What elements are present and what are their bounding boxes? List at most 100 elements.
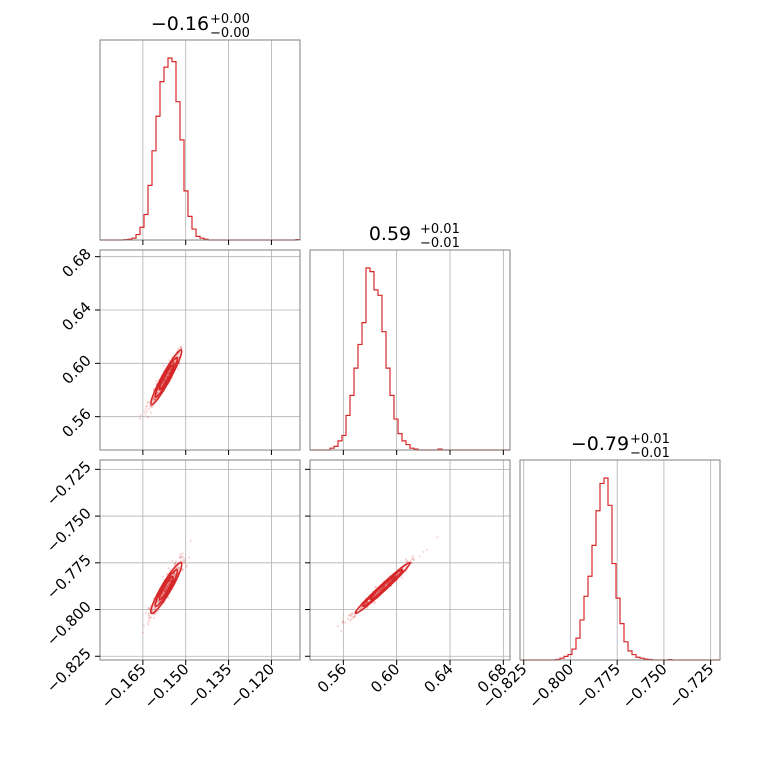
x-tick-label: −0.150 (141, 660, 193, 712)
sample-point (147, 612, 151, 615)
title-minus-2: −0.01 (630, 446, 670, 461)
sample-point (383, 585, 386, 588)
sample-point (349, 613, 352, 616)
sample-point (173, 360, 176, 363)
contour-0 (369, 575, 396, 601)
sample-point (146, 405, 149, 408)
sample-point (387, 581, 391, 584)
sample-point (182, 568, 185, 571)
y-tick-label: −0.825 (43, 644, 95, 696)
sample-point (165, 375, 168, 378)
sample-point (148, 613, 151, 616)
sample-point (347, 614, 350, 617)
sample-point (379, 588, 382, 592)
sample-point (164, 378, 167, 381)
sample-point (376, 591, 379, 595)
sample-point (143, 410, 146, 414)
sample-point (163, 589, 166, 592)
sample-point (153, 616, 156, 620)
sample-point (169, 580, 172, 583)
sample-point (164, 588, 167, 591)
y-tick-label: 0.68 (58, 245, 94, 281)
sample-point (146, 621, 150, 624)
sample-point (155, 380, 158, 383)
sample-point (139, 414, 142, 417)
sample-point (154, 607, 157, 611)
sample-point (180, 347, 183, 350)
contour-1 (154, 356, 179, 399)
sample-point (166, 586, 169, 589)
sample-point (166, 585, 169, 588)
sample-point (155, 382, 158, 386)
sample-point (152, 400, 155, 403)
sample-point (359, 606, 362, 610)
sample-point (183, 557, 186, 560)
panel-1-1 (342, 250, 504, 450)
sample-point (180, 556, 184, 559)
x-tick-label: −0.800 (525, 660, 577, 712)
sample-point (167, 566, 170, 570)
sample-point (161, 382, 164, 385)
sample-point (147, 623, 150, 626)
sample-point (144, 611, 148, 614)
sample-point (165, 376, 168, 379)
title-1: 0.59 (369, 223, 411, 245)
sample-point (185, 564, 188, 567)
sample-point (183, 561, 186, 565)
sample-point (382, 585, 385, 588)
sample-point (168, 371, 171, 374)
y-tick-label: 0.56 (58, 405, 94, 441)
x-tick-label: 0.56 (314, 660, 350, 696)
sample-point (138, 417, 141, 420)
sample-point (352, 617, 355, 620)
sample-point (177, 368, 180, 371)
sample-point (144, 404, 148, 408)
sample-point (167, 372, 170, 375)
sample-point (162, 364, 166, 368)
sample-point (152, 387, 155, 390)
sample-point (149, 411, 153, 414)
sample-point (174, 572, 177, 575)
sample-point (380, 588, 383, 591)
sample-point (163, 590, 166, 593)
panel-0-0 (142, 40, 272, 240)
sample-point (181, 568, 184, 572)
sample-point (147, 606, 150, 610)
sample-point (166, 585, 169, 588)
sample-point (172, 362, 175, 365)
sample-point (425, 548, 429, 551)
sample-point (380, 588, 383, 591)
sample-point (177, 353, 180, 356)
sample-point (147, 614, 150, 617)
sample-point (161, 592, 164, 595)
sample-point (144, 408, 147, 411)
sample-point (147, 407, 150, 410)
x-tick-label: −0.165 (98, 660, 150, 712)
contour-1 (154, 568, 179, 608)
x-tick-label: −0.725 (665, 660, 717, 712)
title-plus-1: +0.01 (420, 222, 460, 237)
sample-point (164, 378, 167, 381)
sample-point (164, 587, 167, 591)
sample-point (187, 556, 191, 559)
sample-point (387, 581, 390, 584)
sample-point (164, 586, 168, 589)
sample-point (382, 586, 385, 589)
panel-frame (99, 459, 301, 661)
sample-point (166, 583, 170, 586)
sample-point (152, 608, 155, 611)
sample-point (176, 347, 179, 351)
sample-point (353, 615, 357, 618)
sample-point (410, 557, 413, 560)
y-tick-label: 0.60 (58, 351, 94, 387)
sample-point (405, 560, 408, 563)
sample-point (156, 391, 159, 395)
sample-point (173, 362, 176, 366)
sample-point (381, 587, 384, 590)
sample-point (163, 379, 166, 382)
sample-point (182, 558, 185, 562)
sample-point (341, 620, 345, 624)
title-0: −0.16 (151, 13, 209, 35)
sample-point (341, 620, 344, 623)
